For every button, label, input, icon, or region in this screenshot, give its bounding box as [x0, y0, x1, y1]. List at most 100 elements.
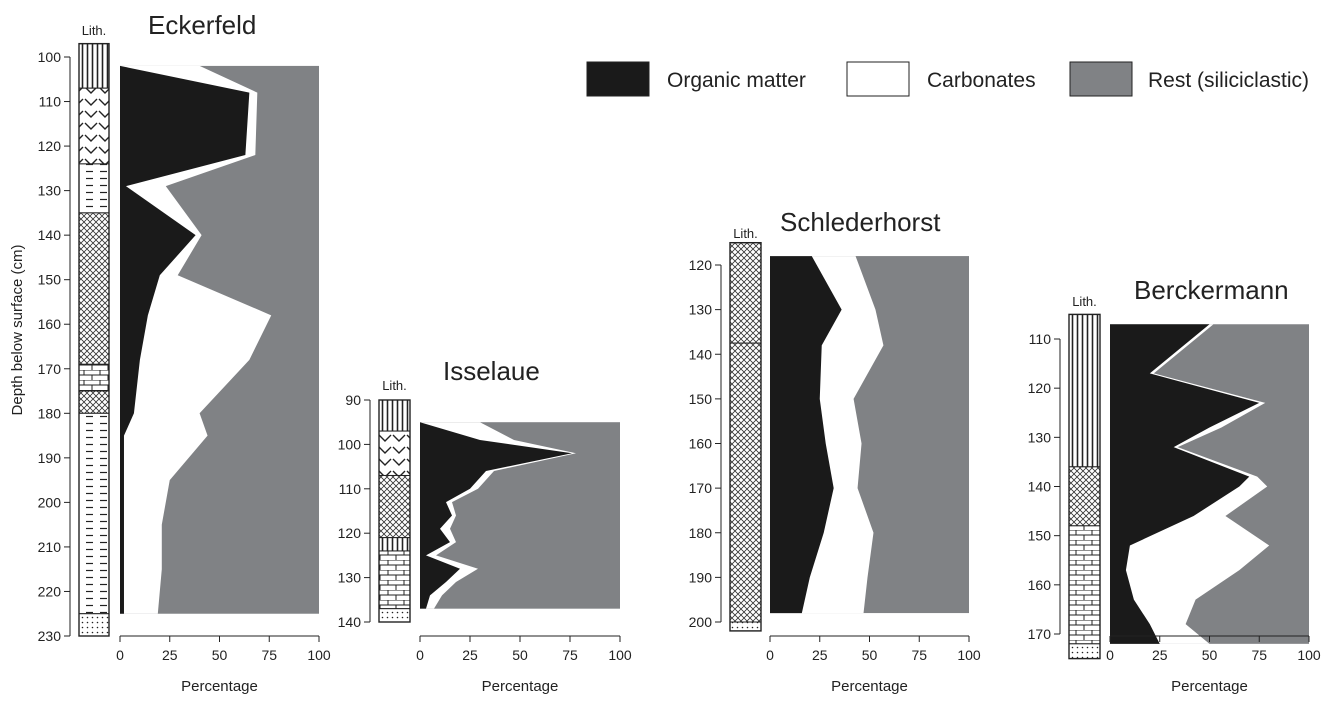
x-tick-label: 25 [1152, 647, 1168, 663]
y-tick-label: 120 [1028, 380, 1052, 396]
lith-segment-dash [78, 163, 110, 214]
legend-swatch-rest [1069, 61, 1133, 97]
y-tick-label: 150 [1028, 528, 1052, 544]
x-tick-label: 25 [462, 647, 478, 663]
lith-column-border [729, 241, 762, 632]
panel-title: Isselaue [443, 356, 540, 386]
y-tick-label: 130 [38, 183, 62, 199]
y-tick-label: 100 [338, 436, 362, 452]
lith-column-border [378, 399, 411, 623]
y-tick-label: 110 [39, 94, 62, 110]
y-tick-label: 170 [1028, 626, 1052, 642]
lith-label: Lith. [1072, 294, 1097, 309]
lith-column-border [1068, 313, 1101, 660]
lith-segment-dots [378, 608, 411, 623]
x-tick-label: 0 [416, 647, 424, 663]
x-tick-label: 50 [212, 647, 228, 663]
y-tick-label: 200 [38, 494, 62, 510]
area-carbonates [120, 65, 272, 614]
lith-label: Lith. [382, 378, 407, 393]
panel-title: Eckerfeld [148, 10, 256, 40]
x-axis-label: Percentage [482, 678, 559, 695]
y-tick-label: 120 [689, 257, 713, 273]
lith-segment-brick [1068, 525, 1101, 645]
y-tick-label: 170 [38, 361, 62, 377]
panel-title: Schlederhorst [780, 207, 941, 237]
panel-berckermann: Berckermann Lith. 110 120 130 140 150 160 170 0 25… [1028, 275, 1321, 695]
lith-segment-dots [1068, 643, 1101, 660]
x-tick-label: 75 [261, 647, 277, 663]
x-tick-label: 75 [911, 647, 927, 663]
panel-eckerfeld: Eckerfeld Lith. 100 110 120 130 140 150 160 170 18… [9, 10, 331, 695]
y-tick-label: 120 [338, 525, 362, 541]
y-tick-label: 120 [38, 138, 62, 154]
y-tick-label: 210 [38, 539, 62, 555]
lith-segment-crosshatch [78, 390, 110, 414]
panel-schlederhorst: Schlederhorst Lith. 120 130 140 150 160 170 180 1… [689, 207, 981, 695]
lith-segment-vertical [1068, 313, 1101, 468]
y-tick-label: 180 [38, 405, 62, 421]
x-tick-label: 100 [1297, 647, 1321, 663]
x-axis-label: Percentage [181, 678, 258, 695]
y-tick-label: 140 [1028, 479, 1052, 495]
y-tick-label: 170 [689, 480, 713, 496]
lith-column-border [78, 42, 110, 637]
legend-swatch-organic [586, 61, 650, 97]
y-tick-label: 190 [689, 569, 713, 585]
y-tick-label: 140 [38, 227, 62, 243]
legend-label-rest: Rest (siliciclastic) [1148, 69, 1309, 92]
x-tick-label: 100 [957, 647, 981, 663]
y-tick-label: 110 [1029, 331, 1052, 347]
x-tick-label: 75 [562, 647, 578, 663]
y-tick-label: 130 [689, 302, 713, 318]
x-tick-label: 0 [766, 647, 774, 663]
y-tick-label: 190 [38, 450, 62, 466]
x-axis-label: Percentage [831, 678, 908, 695]
panel-title: Berckermann [1134, 275, 1289, 305]
y-tick-label: 140 [338, 614, 362, 630]
y-tick-label: 130 [338, 570, 362, 586]
y-tick-label: 230 [38, 628, 62, 644]
y-tick-label: 180 [689, 525, 713, 541]
y-tick-label: 90 [345, 392, 361, 408]
lith-segment-chevron [78, 87, 110, 165]
legend-label-organic: Organic matter [667, 69, 806, 92]
y-tick-label: 150 [689, 391, 713, 407]
x-tick-label: 50 [512, 647, 528, 663]
lith-segment-crosshatch [1068, 466, 1101, 527]
y-tick-label: 130 [1028, 429, 1052, 445]
lith-label: Lith. [733, 226, 758, 241]
x-tick-label: 75 [1251, 647, 1267, 663]
lith-segment-crosshatch [729, 242, 762, 344]
y-tick-label: 160 [38, 316, 62, 332]
lith-segment-brick [78, 363, 110, 392]
panel-isselaue: Isselaue Lith. 90 100 110 120 130 140 0 25 50 75 100… [338, 356, 632, 695]
lith-segment-vertical [78, 43, 110, 89]
lith-segment-vertical [378, 399, 411, 432]
x-tick-label: 50 [1202, 647, 1218, 663]
y-axis-label: Depth below surface (cm) [9, 245, 26, 416]
lith-segment-dots [729, 621, 762, 632]
y-tick-label: 220 [38, 583, 62, 599]
y-tick-label: 150 [38, 272, 62, 288]
area-organic [1110, 324, 1260, 644]
lith-segment-crosshatch [78, 212, 110, 365]
x-tick-label: 50 [862, 647, 878, 663]
y-tick-label: 200 [689, 614, 713, 630]
lith-segment-dash [78, 412, 110, 615]
lith-segment-crosshatch [729, 342, 762, 623]
lith-segment-crosshatch [378, 474, 411, 539]
y-tick-label: 140 [689, 346, 713, 362]
y-tick-label: 110 [339, 481, 362, 497]
x-tick-label: 100 [608, 647, 632, 663]
legend-swatch-carbonates [846, 61, 910, 97]
lith-label: Lith. [82, 23, 107, 38]
x-axis-label: Percentage [1171, 678, 1248, 695]
area-organic [420, 422, 572, 609]
x-tick-label: 25 [812, 647, 828, 663]
lith-segment-dots [78, 613, 110, 637]
lith-segment-vertical [378, 537, 411, 552]
x-tick-label: 100 [307, 647, 331, 663]
